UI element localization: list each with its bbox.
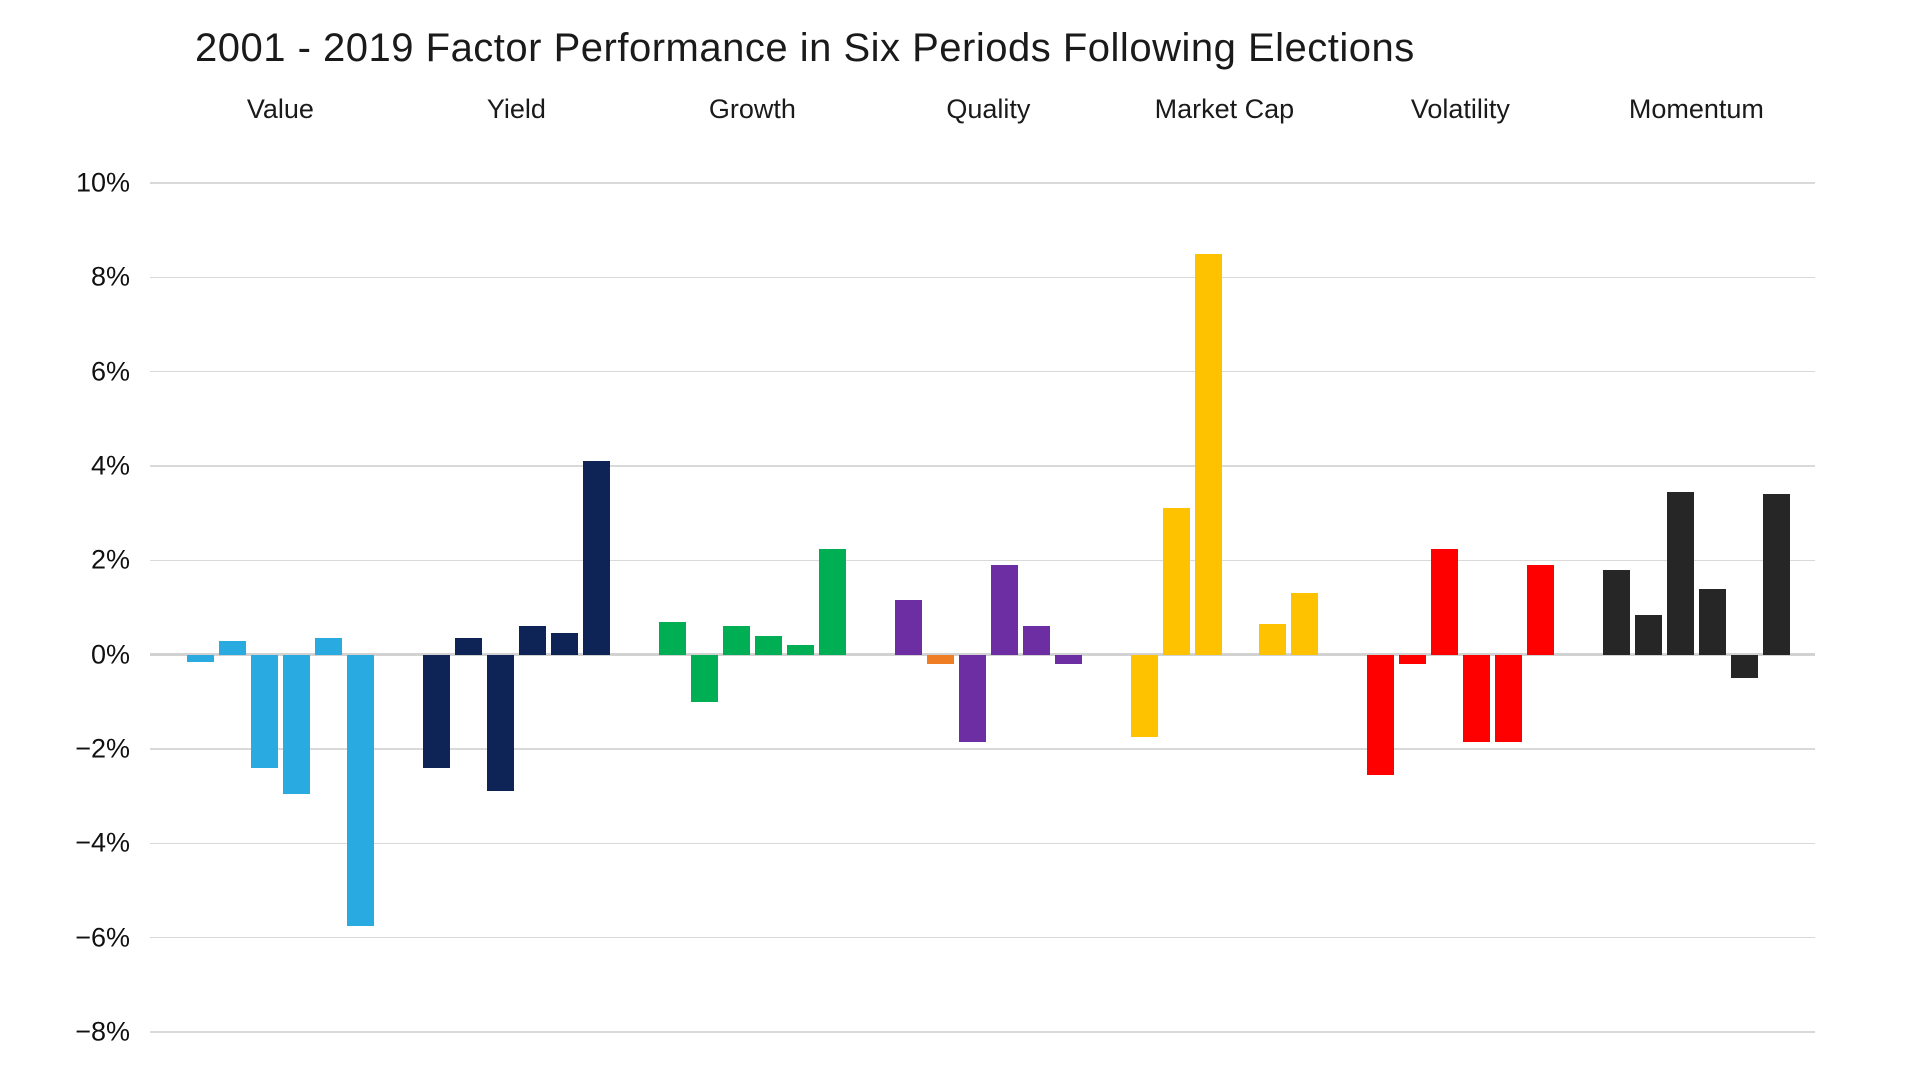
bar-volatility-period-5 xyxy=(1494,654,1522,742)
bar-volatility-period-1 xyxy=(1367,654,1395,775)
bar-market-cap-period-6 xyxy=(1290,593,1318,655)
bar-yield-period-1 xyxy=(423,654,451,768)
bar-momentum-period-5 xyxy=(1730,654,1758,679)
bar-volatility-period-2 xyxy=(1398,654,1427,665)
bar-value-period-6 xyxy=(346,654,374,926)
bar-volatility-period-3 xyxy=(1430,548,1459,655)
bar-value-period-4 xyxy=(282,654,310,794)
bar-momentum-period-2 xyxy=(1634,614,1663,655)
bar-momentum-period-6 xyxy=(1762,494,1790,655)
y-axis-tick-label: −6% xyxy=(75,922,130,953)
y-axis-tick-label: −2% xyxy=(75,733,130,764)
group-label-yield: Yield xyxy=(486,94,546,124)
gridline xyxy=(150,370,1815,373)
bar-growth-period-4 xyxy=(754,635,782,655)
bar-value-period-3 xyxy=(250,654,279,768)
bar-market-cap-period-5 xyxy=(1258,624,1286,655)
bar-quality-period-6 xyxy=(1054,654,1082,665)
bar-yield-period-2 xyxy=(454,638,483,655)
group-label-value: Value xyxy=(246,94,314,124)
bar-yield-period-4 xyxy=(518,626,546,655)
bar-volatility-period-4 xyxy=(1462,654,1490,742)
bar-yield-period-6 xyxy=(582,461,610,655)
bar-quality-period-3 xyxy=(958,654,987,742)
bar-momentum-period-3 xyxy=(1666,491,1695,655)
bar-value-period-5 xyxy=(314,638,342,655)
group-label-growth: Growth xyxy=(708,94,796,124)
bar-growth-period-3 xyxy=(722,626,751,655)
bar-market-cap-period-1 xyxy=(1131,654,1159,738)
group-label-volatility: Volatility xyxy=(1410,94,1510,124)
y-axis-tick-label: 0% xyxy=(90,639,130,670)
bar-value-period-2 xyxy=(218,640,247,655)
group-label-momentum: Momentum xyxy=(1628,94,1764,124)
chart-title: 2001 - 2019 Factor Performance in Six Pe… xyxy=(195,26,1415,70)
bar-value-period-1 xyxy=(187,654,215,662)
bar-quality-period-1 xyxy=(895,600,923,655)
bar-growth-period-2 xyxy=(690,654,719,702)
bar-market-cap-period-2 xyxy=(1162,508,1191,655)
bar-momentum-period-1 xyxy=(1603,569,1631,655)
y-axis-tick-label: 2% xyxy=(90,544,130,575)
group-label-market-cap: Market Cap xyxy=(1154,94,1295,124)
y-axis-tick-label: −4% xyxy=(75,827,130,858)
y-axis-tick-label: 10% xyxy=(75,167,130,198)
bar-growth-period-1 xyxy=(659,621,687,655)
bar-momentum-period-4 xyxy=(1698,588,1726,655)
bar-yield-period-3 xyxy=(486,654,515,792)
gridline xyxy=(150,276,1815,279)
bar-growth-period-6 xyxy=(818,548,846,655)
bar-quality-period-2 xyxy=(926,654,955,665)
y-axis-tick-label: −8% xyxy=(75,1016,130,1047)
bar-volatility-period-6 xyxy=(1526,565,1554,655)
bar-market-cap-period-3 xyxy=(1194,253,1223,655)
gridline xyxy=(150,842,1815,845)
gridline xyxy=(150,559,1815,562)
gridline xyxy=(150,936,1815,939)
y-axis-tick-label: 8% xyxy=(90,261,130,292)
y-axis-tick-label: 6% xyxy=(90,356,130,387)
bar-yield-period-5 xyxy=(550,633,578,655)
y-axis-tick-label: 4% xyxy=(90,450,130,481)
gridline xyxy=(150,465,1815,467)
gridline xyxy=(150,1031,1815,1033)
gridline xyxy=(150,182,1815,184)
gridline xyxy=(150,748,1815,750)
bar-growth-period-5 xyxy=(786,645,814,655)
bar-quality-period-4 xyxy=(990,565,1018,655)
group-label-quality: Quality xyxy=(946,94,1031,124)
bar-quality-period-5 xyxy=(1022,626,1050,655)
